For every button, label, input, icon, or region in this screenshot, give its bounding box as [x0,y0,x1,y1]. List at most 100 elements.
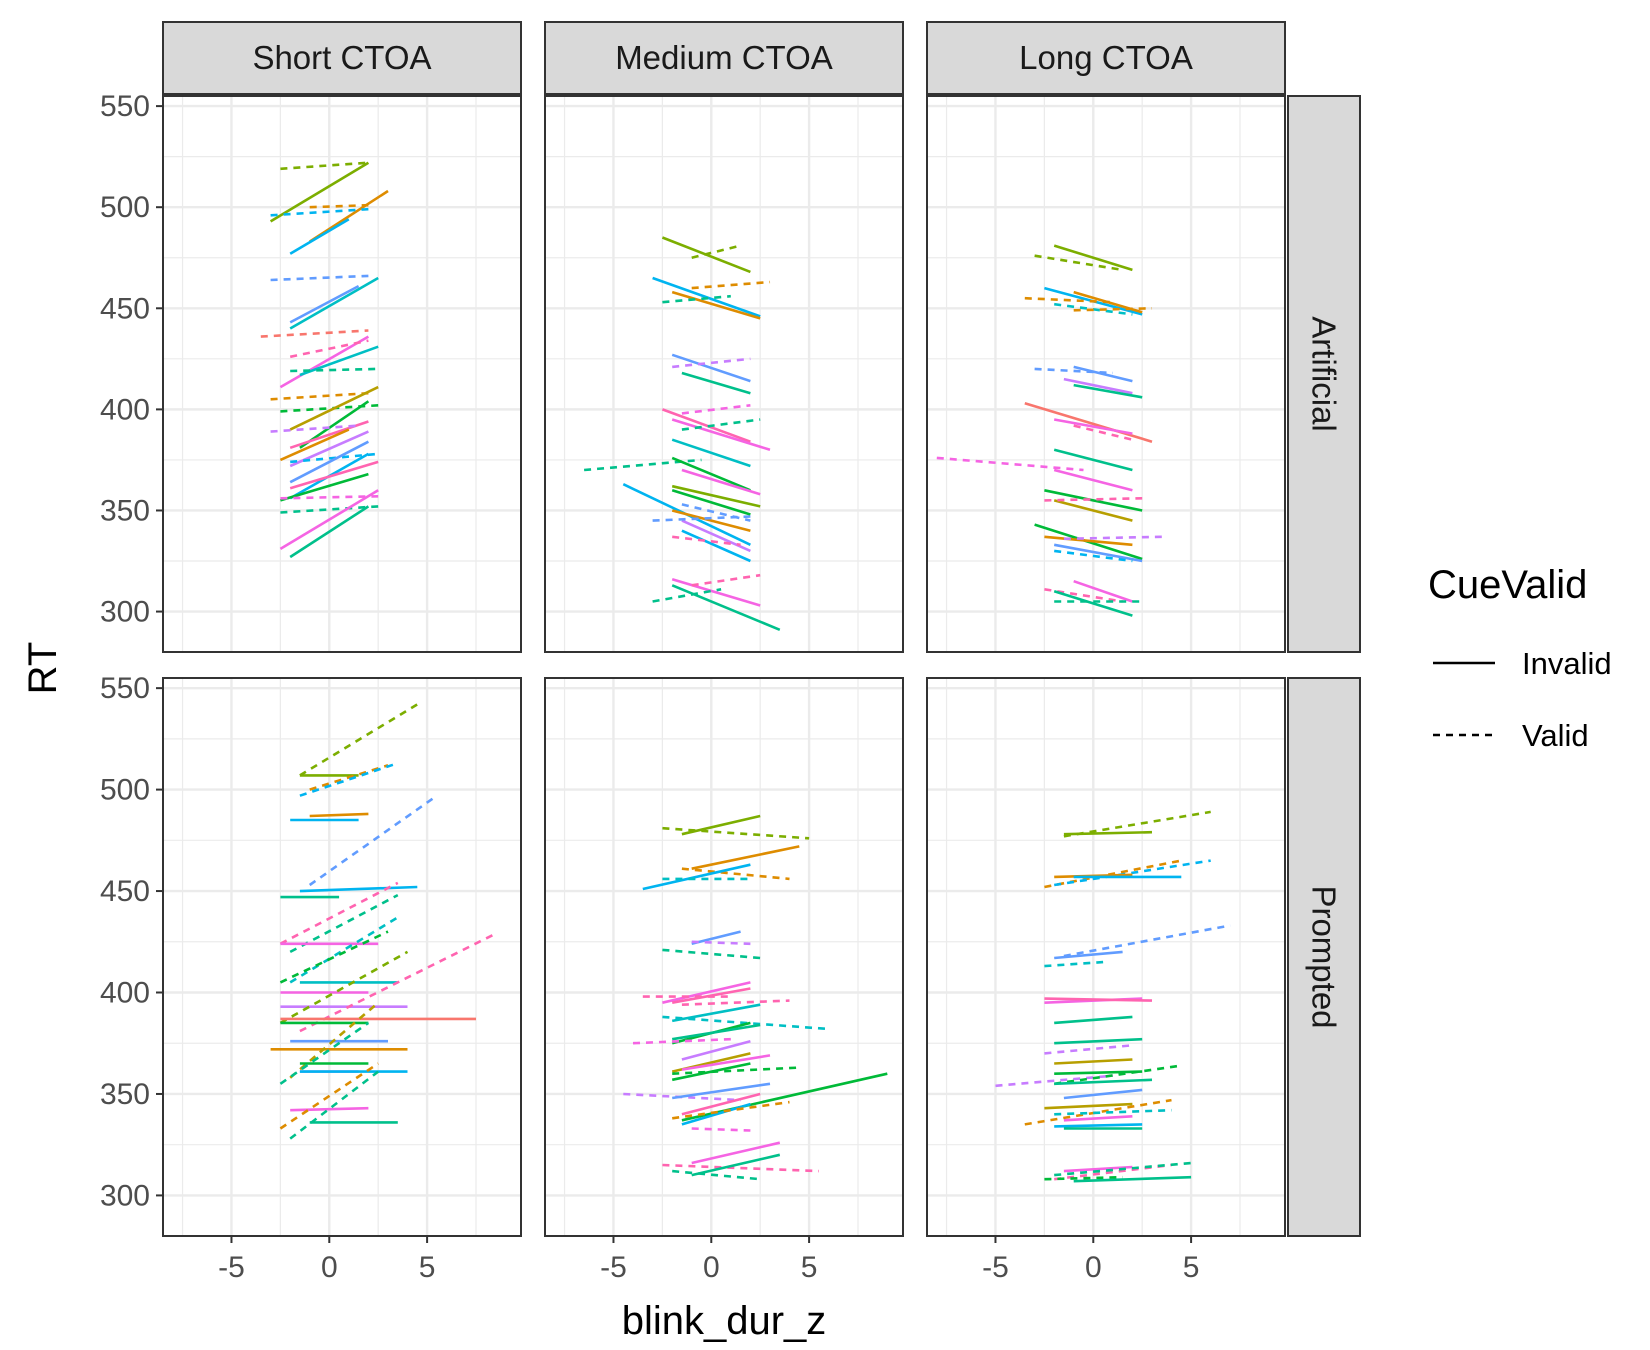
panel-lines [623,814,888,1181]
fit-line-invalid [1073,579,1133,603]
fit-line-invalid [691,845,800,870]
fit-line-valid [1073,424,1133,441]
x-tick-label: -5 [218,1251,245,1284]
panel-lines [270,703,497,1140]
strip-label-column: Medium CTOA [615,39,833,76]
fit-line-valid [279,930,389,984]
fit-line-invalid [1063,1165,1133,1173]
fit-line-valid [995,1074,1113,1088]
fit-line-invalid [671,1023,761,1041]
fit-line-valid [1024,1098,1172,1126]
fit-line-invalid [1053,418,1133,435]
panel-1-1 [544,677,904,1237]
fit-line-invalid [289,284,360,324]
fit-line-invalid [289,385,379,431]
fit-line-valid [1044,859,1182,889]
fit-line-valid [1044,497,1143,502]
fit-line-valid [1034,367,1113,375]
fit-line-invalid [671,1003,761,1023]
panel-1-0 [162,677,522,1237]
fit-line-valid [260,329,369,338]
fit-line-invalid [642,863,751,891]
fit-line-invalid [289,505,370,559]
x-tick-label: -5 [982,1251,1009,1284]
panel-1-2 [926,677,1286,1237]
strip-0 [162,21,522,95]
y-axis-title: RT [21,642,65,695]
fit-line-invalid [1053,499,1133,522]
fit-line-valid [1054,1163,1172,1181]
fit-line-invalid [1063,1088,1143,1100]
fit-line-invalid [671,353,751,383]
x-tick-label: 0 [1085,1251,1102,1284]
strip-2 [926,21,1286,95]
fit-line-invalid [280,472,369,502]
fit-line-valid [279,881,399,945]
fit-line-valid [681,418,761,431]
panel-background [545,678,903,1236]
fit-line-valid [672,357,751,369]
panel-0-1 [544,95,904,653]
x-tick-label: 5 [1183,1251,1200,1284]
y-tick-label: 550 [100,90,150,123]
fit-line-invalid [279,335,370,389]
fit-line-valid [280,161,369,171]
fit-line-valid [1054,1108,1172,1116]
fit-line-valid [681,503,751,522]
panel-lines [936,244,1162,617]
fit-line-valid [662,948,761,960]
fit-line-valid [279,1062,379,1130]
fit-line-valid [662,826,810,840]
y-tick-label: 350 [100,1078,150,1111]
strip-label-row: Artificial [1306,316,1343,432]
fit-line-invalid [1044,489,1143,512]
legend-label-invalid: Invalid [1522,646,1612,681]
fit-line-invalid [269,161,370,223]
fit-line-valid [1063,924,1231,958]
y-tick-label: 350 [100,494,150,527]
fit-line-valid [672,1066,800,1075]
fit-line-invalid [681,1102,751,1126]
fit-line-valid [1053,859,1211,887]
fit-line-invalid [681,814,761,836]
fit-line-valid [309,764,389,791]
panel-background [545,96,903,652]
fit-line-valid [681,867,790,881]
fit-line-invalid [1054,1058,1133,1065]
fit-line-valid [1024,296,1113,304]
fit-line-valid [270,207,369,217]
fit-line-invalid [1053,468,1133,492]
fit-line-invalid [681,371,751,395]
fit-line-valid [270,274,369,282]
fit-line-invalid [681,468,761,496]
fit-line-invalid [1054,1037,1143,1045]
fit-line-invalid [1053,543,1143,563]
panel-border [544,677,904,1237]
fit-line-valid [309,203,369,209]
fit-line-invalid [681,1054,771,1071]
fit-line-valid [691,573,761,587]
fit-line-valid [1054,1161,1192,1177]
fit-line-valid [270,424,359,433]
strip-row-1 [1287,677,1361,1237]
fit-line-valid [632,1037,731,1045]
fit-line-invalid [661,408,751,443]
panel-background [163,678,521,1236]
panel-0-0 [162,95,522,653]
y-tick-label: 300 [100,596,150,629]
panel-border [162,677,522,1237]
panel-border [162,95,522,653]
fit-line-valid [691,1127,751,1132]
fit-line-valid [289,1001,380,1079]
fit-line-invalid [279,489,379,551]
fit-line-invalid [1054,950,1123,960]
y-tick-label: 550 [100,672,150,705]
fit-line-valid [289,916,399,984]
fit-line-invalid [1063,830,1153,836]
x-tick-label: 5 [419,1251,436,1284]
legend-label-valid: Valid [1522,718,1589,753]
fit-line-invalid [1024,402,1153,443]
fit-line-valid [289,1070,379,1140]
fit-line-invalid [1073,383,1143,399]
